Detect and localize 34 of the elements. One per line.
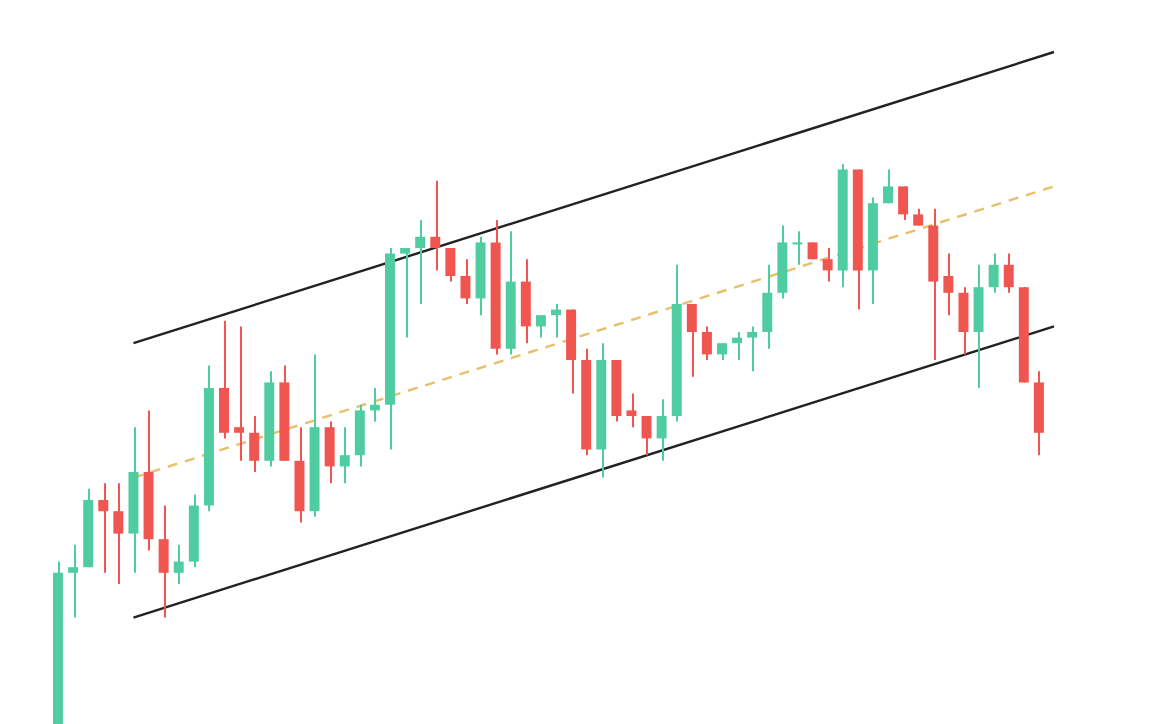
candlestick bbox=[747, 325, 758, 373]
candlestick bbox=[520, 258, 531, 345]
candlestick bbox=[430, 179, 441, 272]
candlestick bbox=[641, 415, 652, 457]
candlestick bbox=[988, 252, 999, 294]
candlestick bbox=[943, 252, 954, 317]
candlestick bbox=[415, 219, 426, 305]
candlestick bbox=[1003, 252, 1014, 294]
candlestick bbox=[113, 482, 124, 585]
candlestick bbox=[973, 263, 984, 389]
candlestick bbox=[68, 543, 79, 619]
candlestick bbox=[98, 482, 109, 574]
candlestick bbox=[324, 420, 335, 485]
candlestick bbox=[339, 426, 350, 485]
candlestick bbox=[656, 398, 667, 462]
candlestick bbox=[460, 258, 471, 305]
candlestick bbox=[535, 314, 546, 339]
candlestick bbox=[234, 325, 245, 462]
candlestick bbox=[445, 247, 456, 283]
candlestick bbox=[822, 247, 833, 283]
candlestick bbox=[626, 392, 637, 429]
candlestick bbox=[173, 543, 184, 585]
candlestick bbox=[686, 303, 697, 378]
candlestick bbox=[158, 504, 169, 619]
candlestick bbox=[762, 263, 773, 350]
candlestick bbox=[701, 325, 712, 361]
candlestick bbox=[249, 415, 260, 473]
candlestick bbox=[400, 247, 411, 339]
candlestick bbox=[898, 185, 909, 221]
candlestick bbox=[792, 230, 803, 266]
candlestick bbox=[219, 319, 229, 440]
candlestick bbox=[958, 286, 969, 356]
candlestick bbox=[354, 403, 365, 468]
candlestick bbox=[883, 168, 893, 205]
